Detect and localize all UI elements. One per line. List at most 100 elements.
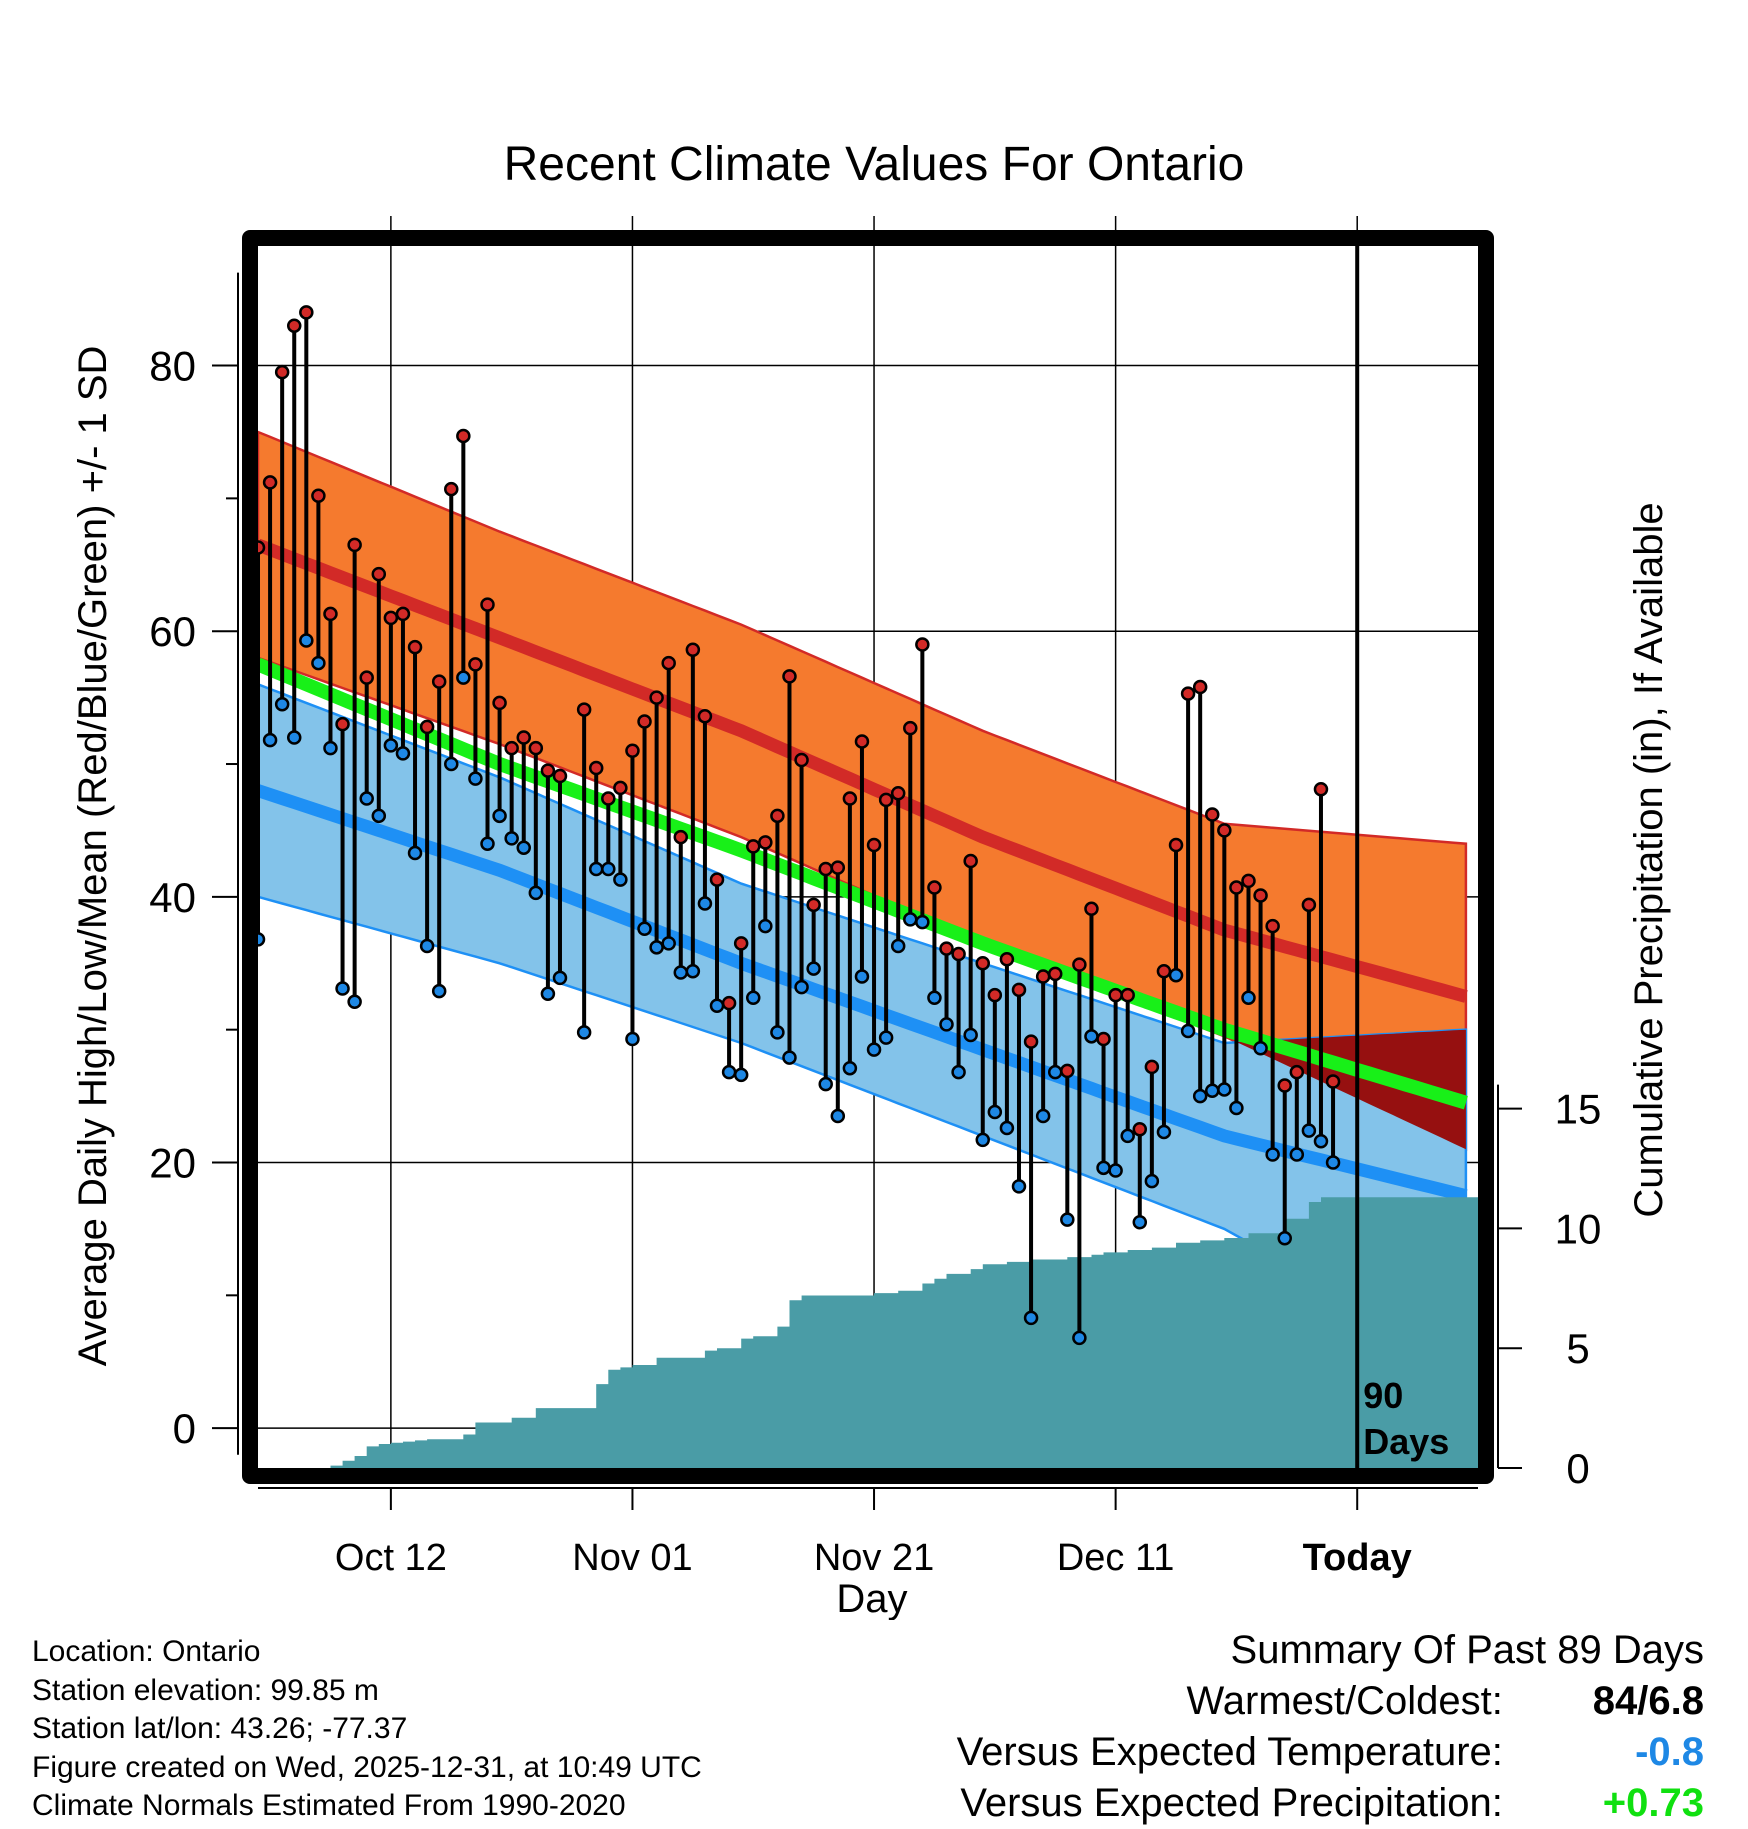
- low-point: [709, 998, 725, 1014]
- high-point: [890, 785, 906, 801]
- high-point: [637, 714, 652, 729]
- low-point: [492, 808, 507, 824]
- high-point: [649, 690, 664, 705]
- high-point: [939, 941, 954, 956]
- summary-panel: Summary Of Past 89 Days Warmest/Coldest:…: [957, 1625, 1704, 1829]
- low-point: [842, 1060, 858, 1076]
- y2-tick-label: 10: [1555, 1205, 1602, 1252]
- high-point: [407, 639, 423, 655]
- low-point: [927, 990, 942, 1006]
- high-point: [721, 995, 737, 1011]
- low-point: [576, 1025, 592, 1040]
- high-point: [1060, 1063, 1075, 1079]
- low-point: [1192, 1088, 1208, 1104]
- x-axis-label: Day: [836, 1577, 907, 1620]
- low-point: [939, 1017, 954, 1032]
- axes: 0 20 40 60 80 0 5 10 15 Oct 12 Nov 01 Nov 21 Dec 11 T…: [149, 272, 1602, 1579]
- high-point: [1072, 957, 1087, 972]
- low-point: [830, 1108, 846, 1124]
- summary-warmest-value: 84/6.8: [1592, 1679, 1704, 1723]
- info-location: Location: Ontario: [32, 1635, 261, 1668]
- high-point: [1120, 987, 1135, 1003]
- high-point: [468, 657, 483, 672]
- high-point: [383, 610, 399, 626]
- info-elevation: Station elevation: 99.85 m: [32, 1673, 379, 1707]
- high-point: [504, 740, 519, 756]
- low-point: [1047, 1064, 1063, 1080]
- low-point: [1168, 967, 1184, 983]
- y-tick-label: 0: [173, 1405, 196, 1452]
- low-point: [359, 791, 374, 806]
- high-point: [540, 763, 556, 778]
- low-point: [1301, 1123, 1317, 1138]
- station-info: Location: Ontario Station elevation: 99.…: [32, 1633, 702, 1826]
- high-point: [262, 475, 278, 490]
- low-point: [733, 1067, 749, 1083]
- low-point: [975, 1132, 991, 1148]
- low-point: [371, 808, 387, 824]
- x-tick-label: Dec 11: [1057, 1537, 1175, 1579]
- low-point: [806, 961, 821, 976]
- low-point: [745, 990, 761, 1006]
- y-tick-label: 80: [149, 343, 196, 390]
- high-point: [1047, 966, 1063, 982]
- high-point: [552, 768, 568, 784]
- low-point: [1156, 1124, 1172, 1140]
- high-point: [1035, 969, 1051, 984]
- high-point: [709, 872, 725, 887]
- low-point: [1011, 1179, 1027, 1194]
- low-point: [468, 771, 483, 786]
- low-point: [854, 969, 870, 984]
- low-point: [431, 983, 447, 999]
- info-latlon: Station lat/lon: 43.26; -77.37: [32, 1712, 408, 1745]
- high-point: [915, 637, 930, 652]
- high-point: [770, 808, 785, 824]
- climate-chart: Recent Climate Values For Ontario 90 Days…: [71, 138, 1671, 1620]
- high-point: [444, 481, 459, 497]
- x-tick-label: Today: [1303, 1537, 1412, 1579]
- low-point: [1180, 1023, 1196, 1039]
- low-point: [516, 840, 531, 855]
- high-point: [274, 364, 290, 380]
- high-point: [927, 880, 942, 895]
- low-point: [1217, 1082, 1232, 1097]
- high-point: [685, 642, 701, 658]
- high-point: [818, 861, 833, 877]
- low-point: [987, 1104, 1003, 1120]
- low-point: [685, 963, 701, 979]
- low-point: [649, 940, 664, 955]
- high-point: [1144, 1059, 1160, 1075]
- low-point: [637, 921, 652, 936]
- high-point: [1168, 837, 1184, 853]
- low-mean-line: [255, 784, 1468, 1203]
- high-point: [903, 720, 918, 736]
- precip-area: [258, 1197, 1478, 1468]
- low-point: [1035, 1108, 1051, 1124]
- y-tick-label: 40: [149, 874, 196, 921]
- low-point: [697, 896, 713, 911]
- high-point: [1192, 679, 1208, 695]
- summary-title: Summary Of Past 89 Days: [1230, 1628, 1704, 1672]
- low-point: [1144, 1173, 1160, 1189]
- high-point: [528, 740, 544, 756]
- low-point: [625, 1031, 640, 1047]
- summary-precip-row: Versus Expected Precipitation: +0.73: [957, 1778, 1704, 1829]
- low-point: [1265, 1147, 1280, 1162]
- high-point: [347, 537, 362, 553]
- high-point: [1108, 987, 1123, 1003]
- high-point: [745, 839, 761, 854]
- summary-precip-value: +0.73: [1602, 1781, 1704, 1825]
- high-point: [1325, 1074, 1341, 1089]
- high-point: [359, 670, 374, 685]
- high-point: [480, 597, 495, 612]
- precipitation-area: [258, 1197, 1478, 1468]
- high-point: [1229, 880, 1244, 895]
- high-point: [806, 897, 821, 913]
- high-point: [782, 669, 797, 684]
- low-point: [262, 732, 278, 748]
- y2-tick-label: 15: [1555, 1086, 1602, 1133]
- low-point: [335, 981, 350, 996]
- low-point: [1096, 1160, 1111, 1176]
- observed-temperatures: [250, 305, 1341, 1346]
- low-point: [1132, 1215, 1148, 1230]
